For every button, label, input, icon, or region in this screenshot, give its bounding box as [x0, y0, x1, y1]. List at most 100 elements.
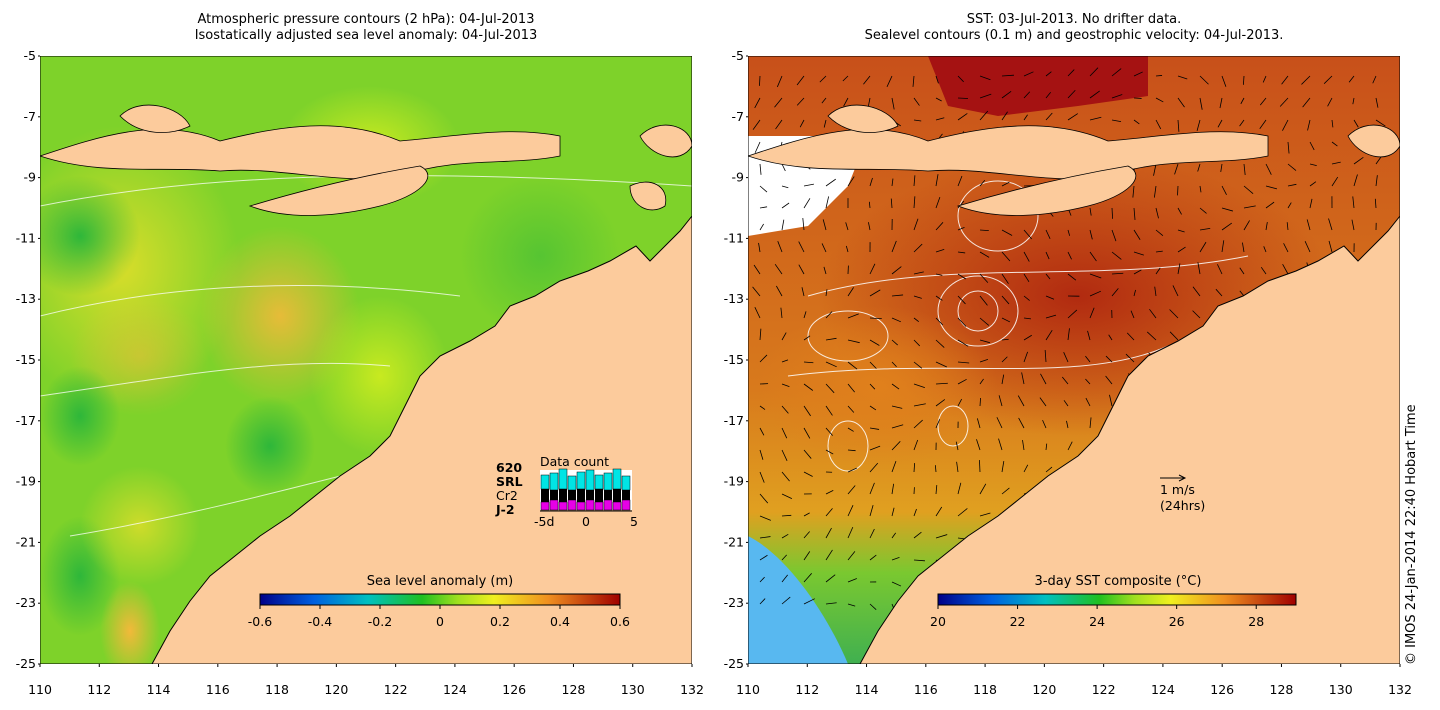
- velocity-vector: [1197, 163, 1201, 172]
- data-count-bars: [540, 468, 631, 511]
- velocity-vector: [1001, 229, 1013, 236]
- velocity-vector: [803, 512, 810, 517]
- velocity-vector: [979, 75, 991, 81]
- velocity-vector: [957, 113, 968, 121]
- velocity-vector: [847, 287, 854, 297]
- velocity-vector: [825, 508, 833, 517]
- velocity-vector: [1239, 267, 1245, 275]
- velocity-vector: [781, 202, 790, 209]
- velocity-vector: [979, 179, 986, 187]
- data-count-bar-srl: [594, 474, 604, 490]
- velocity-scale-sublabel: (24hrs): [1160, 498, 1205, 513]
- velocity-vector: [1155, 267, 1161, 275]
- x-axis-label: 116: [914, 682, 938, 697]
- velocity-vector: [1217, 264, 1223, 275]
- velocity-vector: [759, 471, 765, 483]
- x-axis-label: 112: [87, 682, 111, 697]
- velocity-vector: [1174, 163, 1179, 175]
- velocity-vector: [796, 97, 805, 106]
- velocity-vector: [891, 405, 903, 409]
- velocity-vector: [1045, 314, 1057, 319]
- velocity-vector: [1352, 97, 1355, 105]
- velocity-vector: [957, 251, 966, 254]
- velocity-vector: [798, 241, 805, 253]
- velocity-vector: [869, 405, 877, 411]
- velocity-vector: [845, 222, 849, 231]
- data-count-bar-cr2: [613, 489, 621, 502]
- velocity-vector: [1001, 374, 1005, 385]
- velocity-vector: [869, 339, 880, 346]
- velocity-vector: [957, 482, 962, 495]
- velocity-vector: [1287, 141, 1290, 154]
- velocity-vector: [847, 383, 855, 393]
- velocity-vector: [1067, 328, 1070, 341]
- velocity-vector: [1111, 119, 1122, 123]
- velocity-vector: [1067, 89, 1076, 99]
- colorbar-tick-label: 20: [930, 614, 946, 629]
- velocity-vector: [1265, 201, 1275, 209]
- x-axis-label: 114: [147, 682, 171, 697]
- y-axis-label: -9: [24, 170, 37, 185]
- velocity-vector: [1045, 112, 1053, 121]
- indonesian-islands: [40, 125, 561, 180]
- velocity-vector: [825, 196, 830, 209]
- velocity-vector: [1283, 243, 1289, 253]
- velocity-vector: [781, 533, 789, 539]
- velocity-vector: [781, 219, 785, 231]
- velocity-vector: [913, 403, 926, 407]
- velocity-vector: [957, 398, 963, 407]
- colorbar-tick-label: 0: [436, 614, 444, 629]
- velocity-scale-label: 1 m/s: [1160, 482, 1195, 497]
- velocity-vector: [803, 183, 814, 187]
- velocity-vector: [891, 97, 895, 110]
- velocity-vector: [1132, 185, 1135, 198]
- cool-water: [748, 536, 848, 664]
- velocity-scale-arrowhead: [1178, 474, 1187, 482]
- velocity-vector: [1021, 372, 1025, 385]
- velocity-vector: [1133, 119, 1140, 125]
- y-axis-label: -5: [732, 48, 744, 63]
- velocity-vector: [869, 289, 881, 297]
- velocity-vector: [1287, 202, 1292, 209]
- velocity-vector: [759, 75, 761, 86]
- y-axis-label: -13: [16, 291, 36, 306]
- velocity-scale-legend: 1 m/s (24hrs): [1160, 474, 1205, 513]
- velocity-vector: [1239, 290, 1245, 297]
- velocity-vector: [1327, 97, 1333, 107]
- small-island: [119, 104, 191, 133]
- velocity-vector: [913, 559, 925, 562]
- velocity-vector: [869, 317, 882, 320]
- velocity-vector: [1351, 219, 1355, 231]
- velocity-vector: [1197, 262, 1201, 275]
- velocity-vector: [803, 198, 811, 209]
- satellite-label-cr2: Cr2: [496, 488, 518, 503]
- velocity-vector: [1001, 460, 1005, 473]
- velocity-vector: [1372, 75, 1377, 84]
- velocity-vector: [1126, 332, 1135, 341]
- velocity-vector: [935, 339, 945, 348]
- velocity-vector: [891, 266, 902, 275]
- velocity-vector: [957, 378, 967, 385]
- velocity-vector: [803, 335, 811, 341]
- velocity-vector: [1155, 97, 1164, 103]
- velocity-vector: [796, 75, 805, 86]
- velocity-vector: [935, 97, 942, 102]
- right-title-line-2: Sealevel contours (0.1 m) and geostrophi…: [864, 28, 1284, 43]
- velocity-vector: [1149, 308, 1157, 319]
- velocity-vector: [935, 485, 938, 495]
- velocity-vector: [1309, 198, 1313, 209]
- velocity-vector: [979, 397, 981, 407]
- velocity-vector: [913, 295, 922, 299]
- data-count-bar-cr2: [577, 489, 585, 502]
- velocity-vector: [935, 222, 944, 231]
- velocity-vector: [869, 554, 877, 561]
- velocity-vector: [1023, 464, 1029, 473]
- velocity-vector: [1111, 68, 1122, 77]
- velocity-vector: [753, 264, 761, 275]
- velocity-vector: [803, 471, 813, 477]
- velocity-vector: [1133, 269, 1142, 275]
- velocity-vector: [891, 483, 895, 495]
- velocity-vector: [759, 598, 766, 605]
- velocity-vector: [957, 97, 969, 99]
- velocity-vector: [1221, 75, 1227, 87]
